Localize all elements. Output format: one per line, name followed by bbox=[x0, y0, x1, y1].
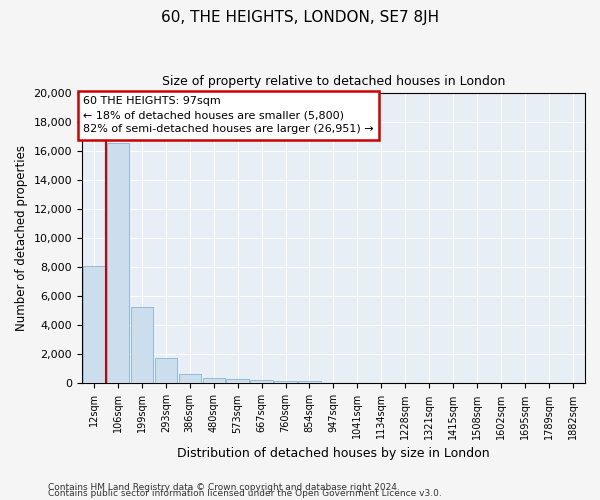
Bar bbox=[250, 380, 273, 384]
Bar bbox=[298, 381, 320, 384]
Text: Contains public sector information licensed under the Open Government Licence v3: Contains public sector information licen… bbox=[48, 490, 442, 498]
Bar bbox=[107, 142, 129, 384]
Text: 60 THE HEIGHTS: 97sqm
← 18% of detached houses are smaller (5,800)
82% of semi-d: 60 THE HEIGHTS: 97sqm ← 18% of detached … bbox=[83, 96, 374, 134]
Text: 60, THE HEIGHTS, LONDON, SE7 8JH: 60, THE HEIGHTS, LONDON, SE7 8JH bbox=[161, 10, 439, 25]
Bar bbox=[179, 374, 201, 384]
Y-axis label: Number of detached properties: Number of detached properties bbox=[15, 146, 28, 332]
Text: Contains HM Land Registry data © Crown copyright and database right 2024.: Contains HM Land Registry data © Crown c… bbox=[48, 483, 400, 492]
Bar bbox=[226, 380, 249, 384]
Bar bbox=[155, 358, 177, 384]
Bar bbox=[131, 306, 153, 384]
X-axis label: Distribution of detached houses by size in London: Distribution of detached houses by size … bbox=[177, 447, 490, 460]
Bar bbox=[274, 380, 296, 384]
Bar bbox=[83, 266, 105, 384]
Bar bbox=[203, 378, 225, 384]
Title: Size of property relative to detached houses in London: Size of property relative to detached ho… bbox=[162, 75, 505, 88]
